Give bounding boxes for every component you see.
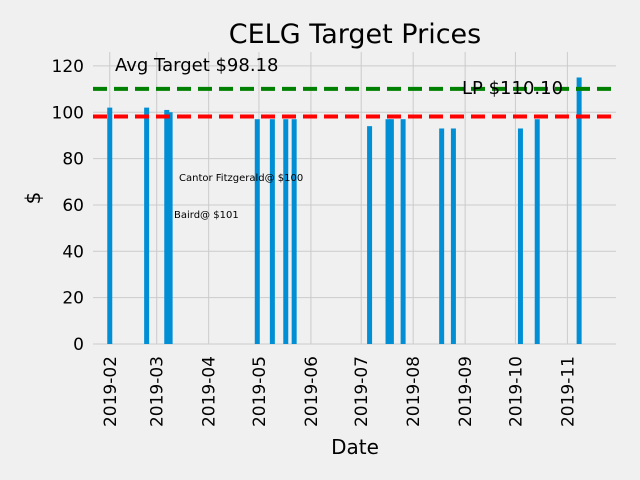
tick-layer: 0 20 40 60 80 100 120 2019-02 2019-03 2019-04 2019… <box>52 57 579 427</box>
bar <box>576 77 582 344</box>
x-tick-label: 2019-03 <box>148 356 168 427</box>
y-tick-label: 80 <box>62 150 84 170</box>
bar <box>367 126 373 345</box>
x-tick-label: 2019-04 <box>200 356 220 427</box>
bar-layer <box>107 77 582 345</box>
x-tick-label: 2019-07 <box>352 356 372 427</box>
y-tick-label: 40 <box>62 242 84 262</box>
bar <box>439 128 445 344</box>
bar <box>388 119 394 344</box>
y-tick-label: 0 <box>73 335 84 355</box>
y-axis-label: $ <box>21 192 45 205</box>
x-tick-label: 2019-10 <box>506 356 526 427</box>
y-tick-label: 100 <box>52 103 84 123</box>
bar <box>517 128 523 344</box>
bar <box>254 119 260 344</box>
chart-title: CELG Target Prices <box>229 19 482 50</box>
x-tick-label: 2019-09 <box>456 356 476 427</box>
bar <box>269 119 275 344</box>
y-tick-label: 120 <box>52 57 84 77</box>
bar <box>167 112 173 344</box>
bar <box>164 109 170 344</box>
y-tick-label: 60 <box>62 196 84 216</box>
x-tick-label: 2019-08 <box>404 356 424 427</box>
bar <box>291 119 297 344</box>
y-tick-label: 20 <box>62 289 84 309</box>
cantor-annotation: Cantor Fitzgerald@ $100 <box>179 173 303 184</box>
reference-line-layer <box>93 86 616 119</box>
bar <box>107 107 113 344</box>
bar <box>283 119 289 344</box>
x-tick-label: 2019-11 <box>558 356 578 427</box>
x-axis-label: Date <box>331 435 379 459</box>
bar <box>450 128 456 344</box>
lp-annotation: LP $110.10 <box>462 78 563 99</box>
bar <box>385 119 391 344</box>
x-tick-label: 2019-02 <box>101 356 121 427</box>
bar <box>144 107 150 344</box>
x-tick-label: 2019-05 <box>250 356 270 427</box>
x-tick-label: 2019-06 <box>302 356 322 427</box>
baird-annotation: Baird@ $101 <box>174 210 239 221</box>
avg-target-annotation: Avg Target $98.18 <box>115 55 278 76</box>
bar <box>400 119 406 344</box>
bar <box>534 119 540 344</box>
